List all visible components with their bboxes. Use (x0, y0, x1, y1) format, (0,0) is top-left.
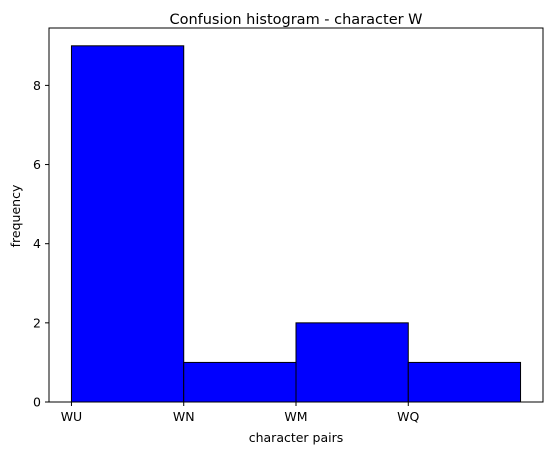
y-axis-ticks: 0 2 4 6 8 (33, 78, 49, 410)
x-axis-label: character pairs (249, 430, 344, 445)
bars-group (70, 45, 522, 403)
x-axis-ticks: WU WN WM WQ (61, 402, 420, 424)
y-tick-label: 4 (33, 236, 41, 251)
y-axis-label: frequency (8, 184, 23, 247)
x-tick-label: WN (173, 409, 195, 424)
x-tick-label: WM (284, 409, 307, 424)
chart-title: Confusion histogram - character W (169, 12, 422, 28)
x-tick-label: WQ (397, 409, 419, 424)
bar-3 (407, 361, 522, 403)
bar-1 (183, 361, 297, 403)
bar-0 (70, 45, 185, 403)
y-tick-label: 2 (33, 315, 41, 330)
bar-2 (295, 322, 409, 403)
y-tick-label: 6 (33, 157, 41, 172)
x-tick-label: WU (61, 409, 83, 424)
y-tick-label: 8 (33, 78, 41, 93)
y-tick-label: 0 (33, 395, 41, 410)
